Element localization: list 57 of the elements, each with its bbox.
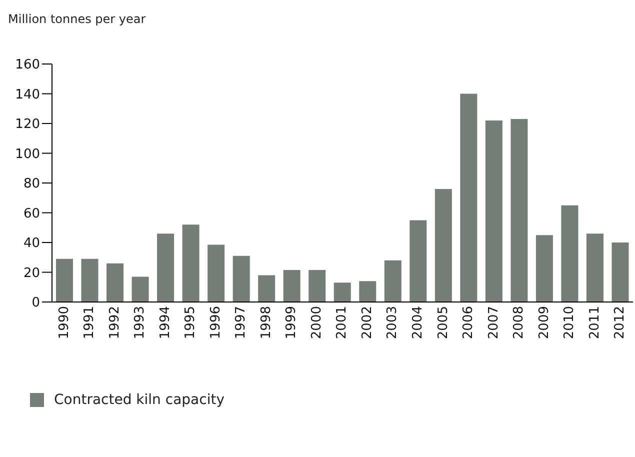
bar [308, 270, 326, 302]
bar [81, 258, 98, 302]
y-tick-label: 80 [23, 176, 40, 192]
x-tick-label: 2010 [562, 306, 578, 340]
bar [384, 260, 402, 302]
x-tick-label: 2000 [309, 306, 324, 340]
bar [485, 120, 502, 302]
bar [434, 188, 452, 302]
x-tick-label: 2009 [536, 306, 552, 340]
x-tick-label: 2007 [486, 306, 502, 340]
y-axis-title: Million tonnes per year [8, 11, 147, 28]
bar [208, 244, 225, 302]
y-tick-label: 140 [15, 87, 40, 102]
bar [106, 263, 124, 302]
x-tick-label: 2012 [612, 306, 628, 340]
bar [334, 282, 351, 302]
y-tick-label: 20 [23, 266, 40, 281]
x-tick-label: 2011 [587, 306, 602, 340]
x-tick-label: 1997 [234, 306, 249, 340]
x-tick-label: 1992 [107, 306, 122, 340]
bar [132, 276, 149, 302]
x-tick-label: 1994 [158, 306, 173, 340]
y-tick-label: 60 [23, 206, 40, 222]
x-tick-label: 2006 [461, 306, 476, 340]
bar [460, 94, 478, 302]
bar [56, 258, 73, 302]
bar [258, 275, 276, 302]
y-tick-label: 0 [32, 296, 40, 311]
bar [359, 281, 376, 302]
bar [510, 119, 528, 302]
x-tick-label: 2004 [410, 306, 426, 340]
legend-label: Contracted kiln capacity [53, 392, 224, 408]
y-tick-label: 120 [15, 117, 40, 132]
x-tick-label: 1996 [208, 306, 224, 340]
x-tick-label: 1999 [284, 306, 300, 340]
bar [612, 242, 629, 302]
y-tick-label: 100 [15, 146, 40, 162]
bar [561, 205, 578, 302]
bar [182, 224, 200, 302]
y-tick-label: 160 [15, 58, 40, 73]
x-tick-label: 1991 [82, 306, 98, 340]
x-tick-label: 2005 [436, 306, 451, 340]
bar [157, 234, 174, 302]
x-tick-label: 2002 [360, 306, 375, 340]
bar [586, 234, 604, 302]
x-tick-label: 2001 [334, 306, 350, 340]
bar [410, 220, 427, 302]
bar [232, 256, 250, 302]
y-tick-label: 40 [23, 236, 40, 252]
x-tick-label: 1995 [183, 306, 198, 340]
bar [536, 235, 553, 302]
x-tick-label: 1993 [132, 306, 148, 340]
x-tick-label: 2008 [512, 306, 527, 340]
x-tick-label: 1990 [56, 306, 72, 340]
bar [283, 270, 300, 302]
x-tick-label: 1998 [258, 306, 274, 340]
x-tick-label: 2003 [385, 306, 400, 340]
